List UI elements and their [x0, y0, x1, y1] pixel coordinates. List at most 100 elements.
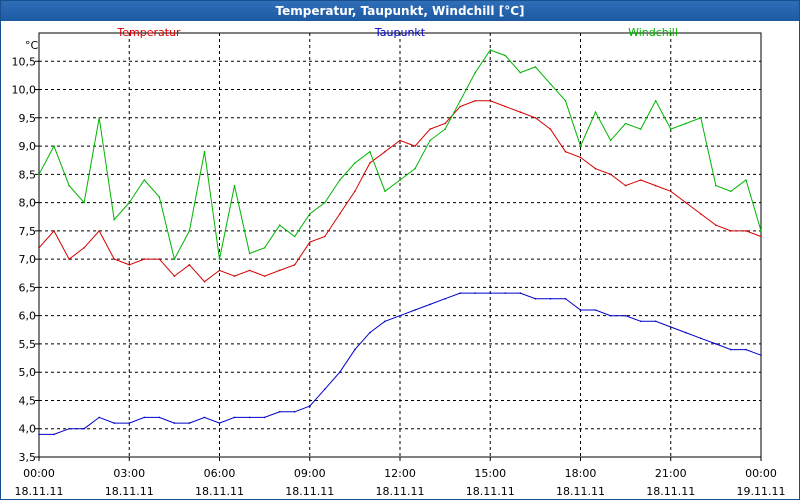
y-tick-label: 4,0 — [19, 423, 37, 436]
data-point-taupunkt — [760, 354, 762, 357]
data-point-windchill — [594, 111, 597, 113]
data-point-taupunkt — [263, 416, 266, 419]
data-point-windchill — [444, 128, 446, 130]
data-point-windchill — [68, 184, 70, 187]
data-point-temperatur — [700, 213, 702, 215]
x-tick-time-label: 21:00 — [655, 467, 687, 480]
data-point-windchill — [609, 139, 612, 142]
data-point-temperatur — [233, 275, 236, 277]
data-point-windchill — [143, 179, 146, 181]
data-point-taupunkt — [519, 292, 522, 294]
data-point-temperatur — [354, 190, 356, 193]
data-point-temperatur — [278, 269, 281, 272]
data-point-windchill — [429, 139, 431, 142]
data-point-temperatur — [158, 258, 161, 260]
data-point-windchill — [399, 179, 401, 181]
data-point-windchill — [700, 117, 702, 119]
data-point-windchill — [369, 150, 371, 153]
data-point-taupunkt — [339, 371, 341, 374]
data-point-temperatur — [519, 111, 522, 113]
series-lines — [38, 49, 762, 436]
data-point-temperatur — [609, 173, 612, 176]
x-tick-date-label: 18.11.11 — [15, 485, 64, 498]
data-point-temperatur — [324, 235, 326, 238]
data-point-taupunkt — [685, 331, 687, 334]
x-tick-date-label: 19.11.11 — [737, 485, 786, 498]
data-point-taupunkt — [218, 422, 221, 424]
data-point-windchill — [98, 117, 100, 119]
legend-temperatur: Temperatur — [116, 26, 181, 39]
data-point-temperatur — [143, 258, 146, 260]
data-point-windchill — [534, 66, 537, 68]
data-point-taupunkt — [143, 416, 146, 419]
y-axis-unit-label: °C — [25, 39, 39, 52]
x-tick-time-label: 12:00 — [384, 467, 416, 480]
x-tick-date-label: 18.11.11 — [466, 485, 515, 498]
data-point-temperatur — [339, 213, 341, 215]
data-point-taupunkt — [369, 331, 371, 334]
data-point-taupunkt — [730, 348, 732, 351]
chart-title: Temperatur, Taupunkt, Windchill [°C] — [1, 1, 799, 21]
data-point-taupunkt — [474, 292, 477, 294]
data-point-taupunkt — [504, 292, 507, 294]
data-point-temperatur — [549, 128, 552, 130]
data-point-taupunkt — [53, 433, 55, 436]
x-tick-date-label: 18.11.11 — [376, 485, 425, 498]
data-point-windchill — [474, 71, 477, 74]
data-point-temperatur — [685, 201, 687, 204]
data-point-temperatur — [309, 241, 311, 243]
data-point-temperatur — [38, 247, 40, 249]
data-point-taupunkt — [173, 422, 176, 424]
data-point-windchill — [745, 179, 747, 181]
data-point-temperatur — [248, 269, 251, 272]
data-point-windchill — [504, 54, 507, 57]
data-point-windchill — [233, 184, 236, 187]
data-point-windchill — [354, 162, 356, 164]
x-tick-time-label: 06:00 — [204, 467, 236, 480]
x-tick-time-label: 00:00 — [745, 467, 777, 480]
data-point-windchill — [218, 258, 221, 260]
data-point-taupunkt — [444, 297, 446, 300]
data-point-windchill — [113, 218, 115, 221]
data-point-temperatur — [670, 190, 672, 193]
data-point-taupunkt — [98, 416, 100, 419]
data-point-windchill — [248, 252, 251, 255]
data-point-temperatur — [399, 139, 401, 142]
data-point-taupunkt — [38, 433, 40, 436]
data-point-temperatur — [83, 247, 85, 249]
y-tick-label: 7,0 — [19, 253, 37, 266]
y-tick-label: 4,5 — [19, 394, 37, 407]
data-point-temperatur — [489, 100, 492, 102]
data-point-taupunkt — [715, 343, 717, 345]
data-point-taupunkt — [309, 405, 311, 407]
data-point-windchill — [38, 173, 40, 176]
x-tick-time-label: 09:00 — [294, 467, 326, 480]
x-tick-time-label: 03:00 — [113, 467, 145, 480]
data-point-taupunkt — [384, 320, 386, 323]
data-point-windchill — [158, 196, 161, 198]
data-point-taupunkt — [113, 422, 115, 424]
data-point-temperatur — [263, 275, 266, 277]
data-point-taupunkt — [233, 416, 236, 419]
y-tick-label: 5,5 — [19, 338, 37, 351]
data-point-windchill — [760, 230, 762, 232]
x-tick-date-label: 18.11.11 — [556, 485, 605, 498]
x-tick-date-label: 18.11.11 — [195, 485, 244, 498]
data-point-taupunkt — [564, 297, 567, 300]
data-point-windchill — [579, 145, 582, 147]
x-tick-date-label: 18.11.11 — [646, 485, 695, 498]
y-tick-label: 9,5 — [19, 112, 37, 125]
data-point-windchill — [83, 201, 85, 204]
data-point-taupunkt — [203, 416, 206, 419]
data-point-temperatur — [53, 230, 55, 232]
data-point-taupunkt — [414, 309, 416, 311]
data-point-temperatur — [639, 179, 642, 181]
data-point-taupunkt — [670, 326, 672, 328]
legend-windchill: Windchill — [628, 26, 678, 39]
data-point-taupunkt — [248, 416, 251, 419]
data-point-temperatur — [594, 167, 597, 170]
line-chart: 3,5 4,0 4,5 5,0 5,5 6,0 6,5 7,0 7,5 8,0 8,5 9,0 9,5 1… — [12, 26, 786, 498]
data-point-windchill — [384, 190, 386, 193]
data-point-taupunkt — [579, 309, 582, 311]
data-point-taupunkt — [700, 337, 702, 340]
